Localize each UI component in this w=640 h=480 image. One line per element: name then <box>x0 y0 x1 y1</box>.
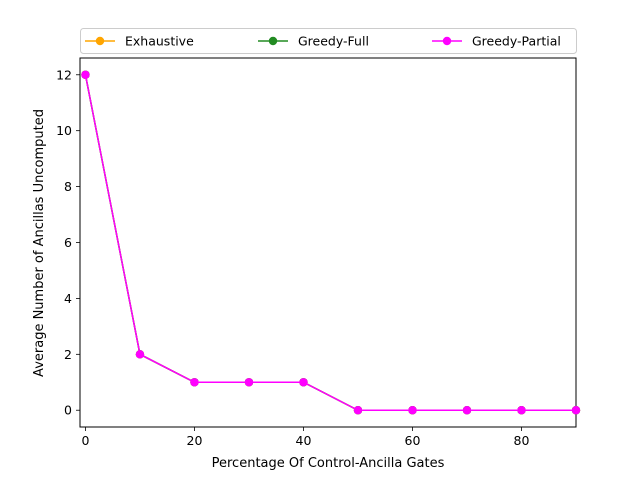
y-tick-label: 0 <box>64 403 72 418</box>
y-tick-label: 8 <box>64 179 72 194</box>
series-line <box>84 74 576 411</box>
legend-marker <box>95 36 105 46</box>
data-point <box>190 378 199 387</box>
legend-label: Greedy-Partial <box>472 34 561 49</box>
series-layer <box>81 70 581 415</box>
data-point <box>517 406 526 415</box>
plot-frame <box>79 57 577 428</box>
data-point <box>81 70 90 79</box>
legend-label: Exhaustive <box>125 34 194 49</box>
y-tick-label: 4 <box>64 291 72 306</box>
data-point <box>299 378 308 387</box>
x-tick-label: 20 <box>187 433 203 448</box>
series-greedy-partial <box>81 70 581 415</box>
legend-label: Greedy-Full <box>298 34 369 49</box>
y-tick-label: 2 <box>64 347 72 362</box>
y-tick-label: 10 <box>56 123 72 138</box>
data-point <box>353 406 363 415</box>
x-tick-label: 40 <box>296 433 312 448</box>
data-point <box>135 350 145 359</box>
y-tick-label: 6 <box>64 235 72 250</box>
x-tick-label: 80 <box>514 433 530 448</box>
x-tick-label: 0 <box>81 433 89 448</box>
legend-marker <box>268 36 278 46</box>
legend: Exhaustive Greedy-Full Greedy-Partial <box>80 28 577 54</box>
y-axis-label: Average Number of Ancillas Uncomputed <box>32 109 47 377</box>
y-tick-label: 12 <box>56 67 72 82</box>
x-axis: 0 20 40 60 80 <box>81 427 529 448</box>
data-point <box>462 406 472 415</box>
data-point <box>244 378 254 387</box>
data-point <box>571 406 581 415</box>
x-axis-label: Percentage Of Control-Ancilla Gates <box>212 456 445 471</box>
y-axis: 0 2 4 6 8 10 12 <box>56 67 80 418</box>
x-tick-label: 60 <box>405 433 421 448</box>
legend-marker <box>442 36 452 46</box>
data-point <box>408 406 417 415</box>
plot-area <box>79 57 577 428</box>
legend-box <box>80 28 577 54</box>
